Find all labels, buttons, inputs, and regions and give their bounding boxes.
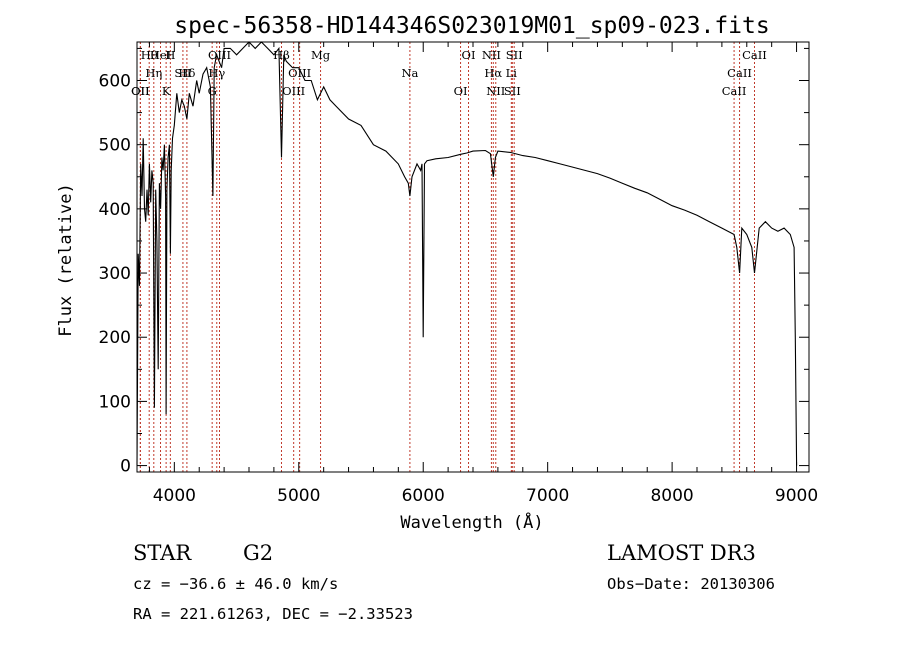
line-label: OI	[454, 84, 468, 98]
y-axis-label: Flux (relative)	[56, 183, 76, 337]
line-label: CaII	[742, 48, 767, 62]
line-label: OI	[462, 48, 476, 62]
subclass: G2	[243, 541, 273, 565]
x-tick-label: 4000	[153, 486, 196, 506]
y-tick-label: 100	[99, 392, 131, 412]
line-label: NII	[482, 48, 501, 62]
y-tick-label: 400	[99, 200, 131, 220]
spectrum-line	[136, 41, 798, 466]
line-label: Hη	[145, 66, 162, 80]
line-label: SII	[504, 84, 521, 98]
x-tick-label: 7000	[526, 486, 569, 506]
line-label: Na	[401, 66, 418, 80]
line-label: OIII	[208, 48, 231, 62]
line-label: CaII	[727, 66, 752, 80]
line-label: OII	[131, 84, 150, 98]
line-label: G	[208, 84, 217, 98]
y-axis-ticks: 0 100 200 300 400 500 600	[99, 47, 809, 477]
emission-line-labels: HθHηKHHδOIIHeISIIOIIOIIIHγGHβOIIIOIIIMgN…	[131, 48, 767, 98]
y-tick-label: 600	[99, 72, 131, 92]
chart-title: spec-56358-HD144346S023019M01_sp09-023.f…	[174, 13, 769, 39]
y-tick-label: 200	[99, 328, 131, 348]
line-label: Hα	[484, 66, 502, 80]
emission-line-markers	[139, 42, 755, 472]
x-tick-label: 5000	[277, 486, 320, 506]
line-label: OIII	[288, 66, 311, 80]
observation-date: Obs−Date: 20130306	[607, 575, 775, 593]
y-tick-label: 0	[120, 457, 131, 477]
line-label: H	[165, 48, 175, 62]
line-label: OIII	[282, 84, 305, 98]
coordinates: RA = 221.61263, DEC = −2.33523	[133, 605, 413, 623]
x-axis-ticks: 4000 5000 6000 7000 8000 9000	[148, 42, 818, 506]
plot-frame	[136, 41, 810, 473]
line-label: Li	[506, 66, 518, 80]
line-label: SII	[506, 48, 523, 62]
line-label: Hθ	[141, 48, 158, 62]
x-axis-label: Wavelength (Å)	[400, 511, 543, 533]
x-tick-label: 9000	[775, 486, 818, 506]
x-tick-label: 8000	[650, 486, 693, 506]
line-label: Hδ	[178, 66, 195, 80]
object-type: STAR	[133, 541, 192, 565]
survey-name: LAMOST DR3	[607, 541, 756, 565]
y-tick-label: 500	[99, 136, 131, 156]
redshift-cz: cz = −36.6 ± 46.0 km/s	[133, 575, 338, 593]
line-label: Hβ	[273, 48, 290, 62]
line-label: OII	[131, 84, 150, 98]
line-label: K	[162, 84, 171, 98]
line-label: Hγ	[208, 66, 225, 80]
line-label: HeI	[150, 48, 171, 62]
y-tick-label: 300	[99, 264, 131, 284]
line-label: Mg	[311, 48, 331, 62]
line-label: SII	[174, 66, 191, 80]
line-label: CaII	[722, 84, 747, 98]
line-label: NII	[486, 84, 505, 98]
x-tick-label: 6000	[402, 486, 445, 506]
